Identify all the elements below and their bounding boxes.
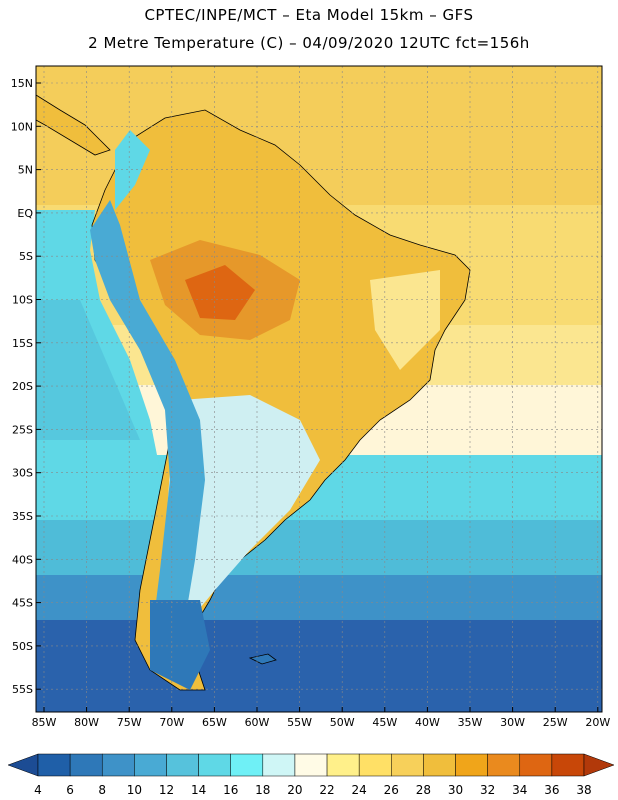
lon-label-40W: 40W [415, 716, 440, 729]
lat-label-10S: 10S [12, 294, 33, 307]
lat-label-55S: 55S [12, 683, 33, 696]
falkland-islands [248, 653, 277, 665]
lat-label-30S: 30S [12, 467, 33, 480]
lon-label-65W: 65W [202, 716, 227, 729]
colorbar-swatch [198, 753, 231, 777]
colorbar-label-32: 32 [480, 783, 495, 797]
southern-cone-cool [165, 395, 320, 620]
lat-label-25S: 25S [12, 423, 33, 436]
colorbar-swatch [37, 753, 71, 777]
colorbar-swatch [101, 753, 135, 777]
colorbar-label-38: 38 [576, 783, 591, 797]
colorbar-label-8: 8 [98, 783, 106, 797]
lon-label-30W: 30W [500, 716, 525, 729]
colorbar-swatch [551, 753, 585, 777]
colorbar-label-6: 6 [66, 783, 74, 797]
colorbar-swatch [423, 753, 456, 777]
ocean-band-6 [36, 620, 602, 712]
colorbar-swatch [358, 753, 392, 777]
colorbar-over-arrow [583, 753, 615, 777]
lon-label-55W: 55W [287, 716, 312, 729]
pacific-cooler-water [36, 300, 140, 440]
colorbar-label-34: 34 [512, 783, 527, 797]
lon-label-85W: 85W [32, 716, 57, 729]
map-title-line1: CPTEC/INPE/MCT – Eta Model 15km – GFS [144, 6, 474, 24]
lat-label-20S: 20S [12, 380, 33, 393]
colorbar-swatch [134, 753, 167, 777]
lat-label-10N: 10N [11, 120, 33, 133]
lat-label-50S: 50S [12, 640, 33, 653]
lon-label-50W: 50W [330, 716, 355, 729]
colorbar-label-4: 4 [34, 783, 42, 797]
colorbar-swatch [230, 753, 264, 777]
northern-andes-cool [115, 130, 150, 210]
lon-label-35W: 35W [458, 716, 483, 729]
lat-label-15S: 15S [12, 337, 33, 350]
colorbar-label-14: 14 [191, 783, 206, 797]
colorbar-swatch [455, 753, 488, 777]
hottest-core [185, 265, 255, 320]
colorbar-label-22: 22 [319, 783, 334, 797]
colorbar-swatch [294, 753, 328, 777]
colorbar-swatch [166, 753, 199, 777]
colorbar-under-arrow [7, 753, 39, 777]
lat-label-5S: 5S [19, 250, 33, 263]
latitude-labels: 15N 10N 5N EQ 5S 10S 15S 20S 25S 30S 35S 40S 45S 50S 5… [11, 77, 41, 696]
colorbar-label-16: 16 [223, 783, 238, 797]
lon-label-25W: 25W [543, 716, 568, 729]
map-title-line2: 2 Metre Temperature (C) – 04/09/2020 12U… [88, 34, 530, 52]
colorbar-swatch [326, 753, 360, 777]
map-fields [36, 66, 602, 712]
lon-label-45W: 45W [372, 716, 397, 729]
lat-label-40S: 40S [12, 553, 33, 566]
andes-cold-strip [90, 200, 205, 660]
colorbar-label-18: 18 [255, 783, 270, 797]
ne-brazil-cooler [370, 270, 440, 370]
lon-label-80W: 80W [74, 716, 99, 729]
lat-label-45S: 45S [12, 597, 33, 610]
colorbar-label-28: 28 [416, 783, 431, 797]
lon-label-20W: 20W [585, 716, 610, 729]
map-frame [35, 65, 603, 713]
colorbar-label-20: 20 [287, 783, 302, 797]
colorbar-label-12: 12 [159, 783, 174, 797]
central-america-land [36, 94, 111, 156]
colorbar-label-10: 10 [127, 783, 142, 797]
colorbar-label-26: 26 [384, 783, 399, 797]
lat-label-35S: 35S [12, 510, 33, 523]
lat-label-EQ: EQ [17, 207, 33, 220]
graticule [36, 66, 602, 712]
colorbar-label-24: 24 [352, 783, 367, 797]
lat-label-15N: 15N [11, 77, 33, 90]
lon-label-75W: 75W [117, 716, 142, 729]
colorbar-swatch [519, 753, 553, 777]
longitude-labels: 85W 80W 75W 70W 65W 60W 55W 50W 45W 40W 35W 30W 25W 2… [32, 707, 610, 729]
lat-label-5N: 5N [18, 164, 33, 177]
colorbar-swatch [69, 753, 103, 777]
lon-label-70W: 70W [159, 716, 184, 729]
ocean-band-10 [36, 575, 602, 620]
colorbar-swatch [391, 753, 424, 777]
colorbar-swatch [487, 753, 521, 777]
colorbar-label-36: 36 [544, 783, 559, 797]
lon-label-60W: 60W [245, 716, 270, 729]
colorbar: 4 6 8 10 12 14 16 18 20 22 24 26 28 30 32 34 36 38 [7, 753, 615, 797]
patagonia-cold [150, 600, 210, 690]
colorbar-swatch [262, 753, 296, 777]
colorbar-label-30: 30 [448, 783, 463, 797]
ocean-band-12 [36, 520, 602, 575]
